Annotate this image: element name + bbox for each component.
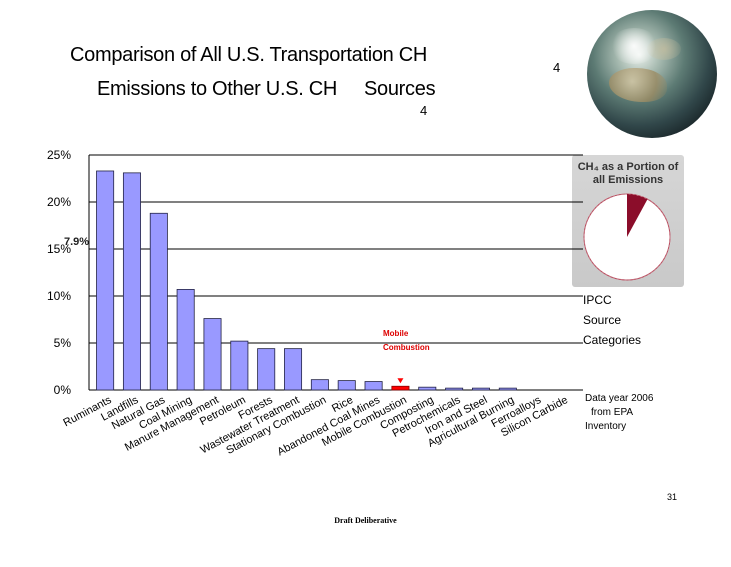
data-source-note: Data year 2006 from EPA Inventory (585, 392, 653, 434)
ipcc-note-line2: Source (583, 313, 622, 327)
title-subscript-2: 4 (420, 103, 428, 118)
bar-0 (96, 170, 115, 391)
y-tick-label: 10% (47, 289, 71, 303)
ipcc-note-line1: IPCC (583, 293, 612, 307)
inset-title: CH₄ as a Portion of all Emissions (577, 161, 679, 186)
bar-10 (364, 381, 383, 391)
bar-8 (310, 379, 329, 391)
pie-slice-ch4 (627, 194, 648, 237)
data-source-line2: from EPA (591, 407, 634, 418)
y-tick-label: 15% (47, 242, 71, 256)
y-tick-label: 25% (47, 148, 71, 162)
title-line-2-tail: Sources (364, 78, 436, 100)
footer-text: Draft Deliberative (334, 516, 397, 525)
y-tick-label: 20% (47, 195, 71, 209)
data-source-line3: Inventory (585, 421, 627, 432)
pie-outline (583, 193, 671, 281)
bar-13 (445, 387, 464, 391)
bar-3 (176, 289, 195, 391)
globe-image (587, 10, 717, 138)
bar-15 (498, 387, 517, 391)
bar-4 (203, 318, 222, 391)
page-number: 31 (667, 492, 678, 502)
y-tick-label: 0% (54, 383, 72, 397)
mobile-combustion-annotation: Mobile Combustion (383, 327, 430, 355)
bar-12 (418, 386, 437, 391)
bar-2 (149, 212, 168, 391)
bar-14 (471, 387, 490, 391)
data-source-line1: Data year 2006 (585, 393, 654, 404)
annotation-line1: Mobile (383, 329, 409, 338)
bar-11 (391, 385, 410, 391)
bar-5 (230, 340, 249, 391)
y-tick-label: 5% (54, 336, 72, 350)
bar-6 (257, 348, 276, 391)
highlight-arrow (397, 378, 404, 384)
inset-pie (583, 193, 671, 281)
ch4-portion-inset: CH₄ as a Portion of all Emissions (572, 155, 684, 287)
title-subscript-1: 4 (553, 60, 561, 75)
ipcc-note-line3: Categories (583, 333, 642, 347)
bar-1 (122, 172, 141, 391)
bar-7 (284, 348, 303, 391)
ipcc-note: IPCC Source Categories (583, 290, 683, 390)
inset-value-label: 7.9% (64, 236, 90, 248)
title-line-1: Comparison of All U.S. Transportation CH (70, 44, 428, 66)
annotation-line2: Combustion (383, 343, 430, 352)
title-line-2: Emissions to Other U.S. CH (97, 78, 338, 100)
bar-9 (337, 380, 356, 391)
